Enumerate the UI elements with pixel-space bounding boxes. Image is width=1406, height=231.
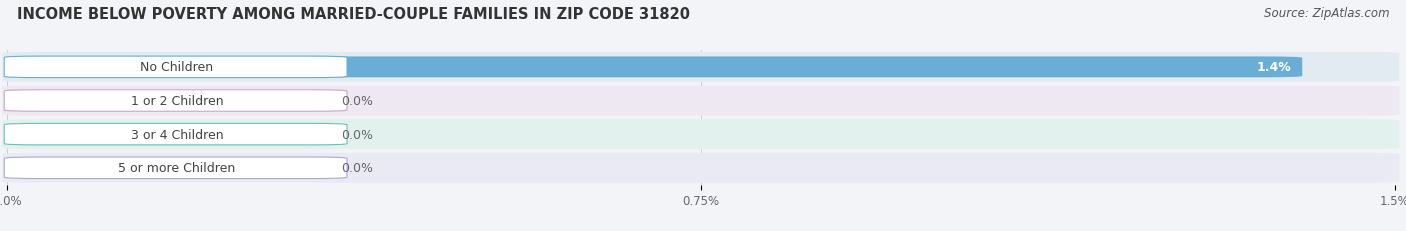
FancyBboxPatch shape — [4, 124, 347, 145]
Text: No Children: No Children — [141, 61, 214, 74]
Text: Source: ZipAtlas.com: Source: ZipAtlas.com — [1264, 7, 1389, 20]
FancyBboxPatch shape — [3, 120, 1399, 149]
FancyBboxPatch shape — [3, 153, 1399, 183]
Text: 1 or 2 Children: 1 or 2 Children — [131, 94, 224, 108]
FancyBboxPatch shape — [4, 157, 347, 179]
Text: 1.4%: 1.4% — [1257, 61, 1291, 74]
FancyBboxPatch shape — [4, 57, 347, 78]
Text: 3 or 4 Children: 3 or 4 Children — [131, 128, 224, 141]
FancyBboxPatch shape — [7, 91, 319, 111]
FancyBboxPatch shape — [7, 158, 319, 178]
Text: 5 or more Children: 5 or more Children — [118, 161, 236, 175]
FancyBboxPatch shape — [7, 57, 1302, 78]
Text: 0.0%: 0.0% — [340, 128, 373, 141]
FancyBboxPatch shape — [3, 53, 1399, 82]
FancyBboxPatch shape — [7, 124, 319, 145]
Text: INCOME BELOW POVERTY AMONG MARRIED-COUPLE FAMILIES IN ZIP CODE 31820: INCOME BELOW POVERTY AMONG MARRIED-COUPL… — [17, 7, 690, 22]
FancyBboxPatch shape — [3, 86, 1399, 116]
FancyBboxPatch shape — [4, 90, 347, 112]
Text: 0.0%: 0.0% — [340, 161, 373, 175]
Text: 0.0%: 0.0% — [340, 94, 373, 108]
